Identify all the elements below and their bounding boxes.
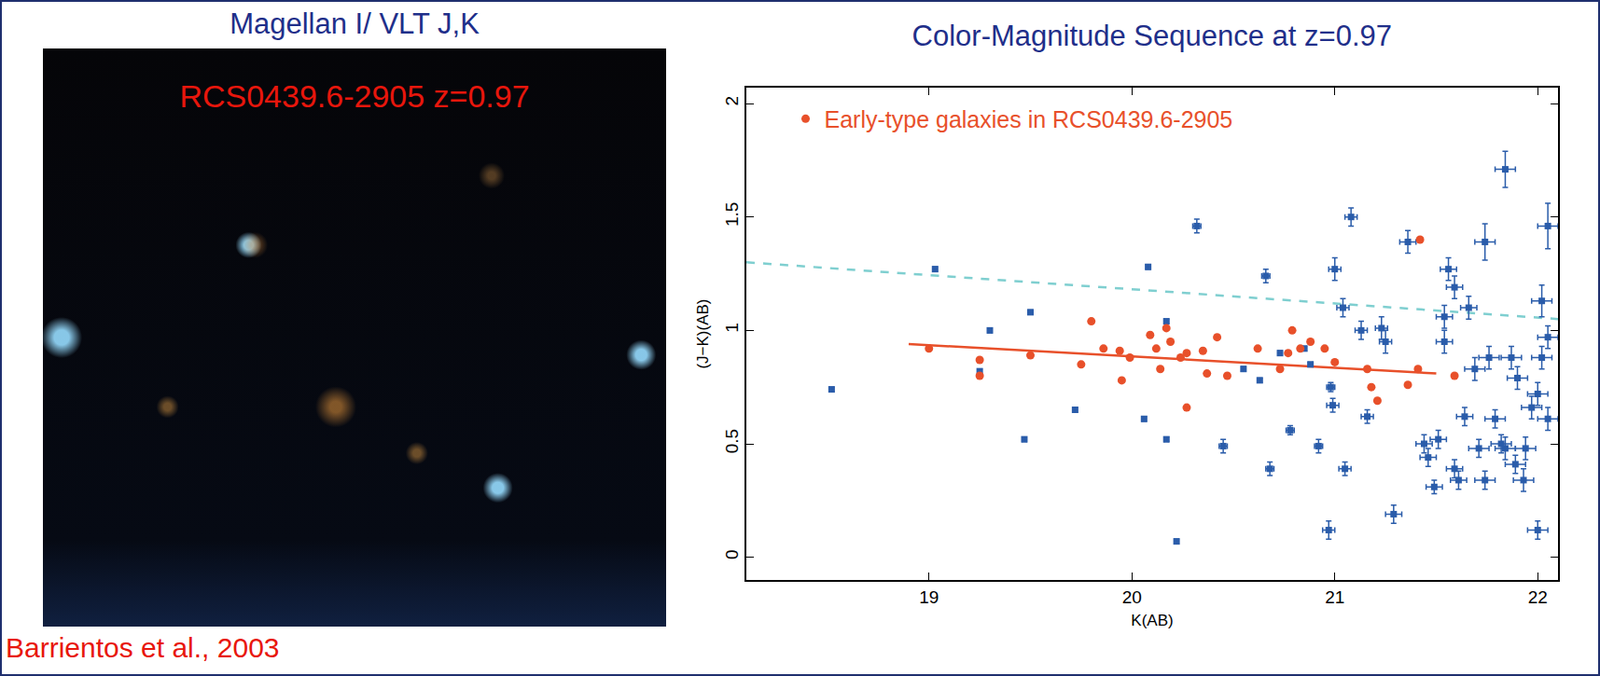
html-text:Barrientos et al., 2003: Barrientos et al., 2003 <box>5 632 280 664</box>
svg-text:20: 20 <box>1122 587 1142 608</box>
svg-text:Early-type galaxies in RCS0439: Early-type galaxies in RCS0439.6-2905 <box>824 106 1234 133</box>
svg-text:2: 2 <box>722 96 742 107</box>
html-text:Magellan I/ VLT J,K: Magellan I/ VLT J,K <box>229 7 480 41</box>
svg-text:Color-Magnitude Sequence at z=: Color-Magnitude Sequence at z=0.97 <box>912 19 1392 53</box>
svg-text:0.5: 0.5 <box>722 429 742 454</box>
svg-text:(J−K)(AB): (J−K)(AB) <box>694 298 712 369</box>
html-text:RCS0439.6-2905 z=0.97: RCS0439.6-2905 z=0.97 <box>179 78 530 114</box>
svg-text:21: 21 <box>1324 587 1345 608</box>
svg-text:0: 0 <box>722 550 742 561</box>
svg-text:1.5: 1.5 <box>722 202 742 227</box>
svg-text:19: 19 <box>918 587 939 608</box>
svg-text:K(AB): K(AB) <box>1130 612 1173 630</box>
svg-text:1: 1 <box>722 322 742 334</box>
svg-text:22: 22 <box>1528 587 1548 608</box>
